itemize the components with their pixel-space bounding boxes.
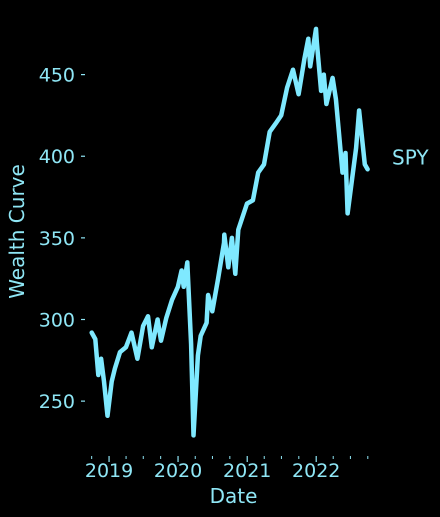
y-tick-label: 350 bbox=[39, 228, 75, 250]
x-tick-label: 2019 bbox=[85, 460, 133, 482]
x-axis-label: Date bbox=[210, 484, 258, 508]
series-label: SPY bbox=[392, 145, 429, 169]
y-axis-label: Wealth Curve bbox=[5, 164, 29, 299]
y-tick-label: 300 bbox=[39, 309, 75, 331]
y-axis: 250 300 350 400 450 bbox=[39, 65, 85, 413]
y-tick-label: 450 bbox=[39, 65, 75, 87]
x-tick-label: 2021 bbox=[223, 460, 271, 482]
x-tick-label: 2022 bbox=[292, 460, 340, 482]
y-tick-label: 250 bbox=[39, 391, 75, 413]
series-layer: SPY bbox=[89, 26, 429, 438]
series-line bbox=[89, 26, 370, 438]
x-tick-label: 2020 bbox=[154, 460, 202, 482]
x-axis: 2019 2020 2021 2022 bbox=[85, 456, 369, 482]
y-tick-label: 400 bbox=[39, 146, 75, 168]
